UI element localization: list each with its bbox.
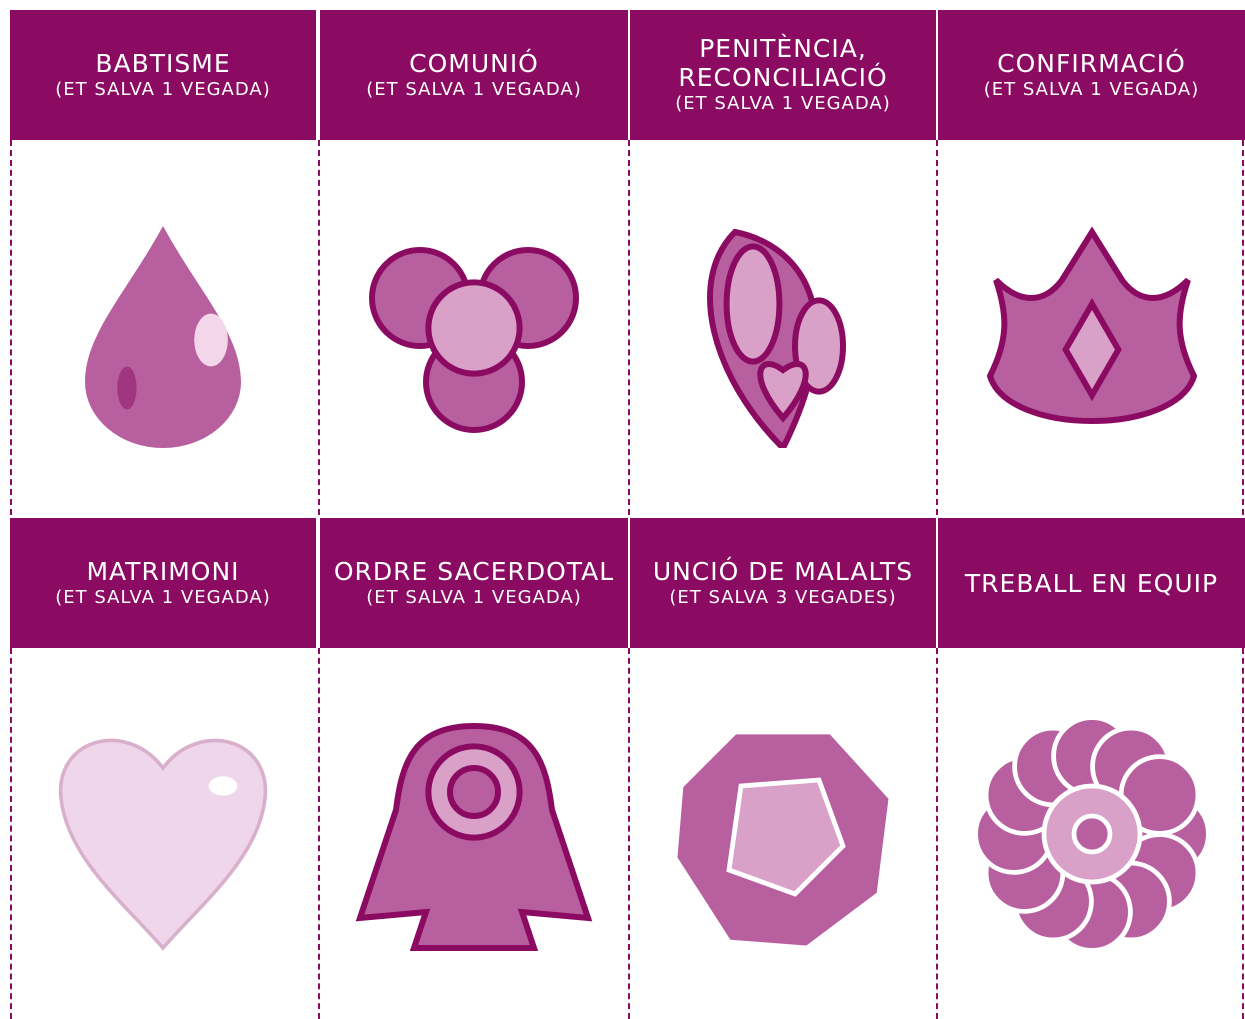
card-title: ORDRE SACERDOTAL (333, 556, 615, 586)
card-title: RECONCILIACIÓ (678, 63, 888, 92)
card-title: CONFIRMACIÓ (997, 48, 1186, 78)
dashed-divider (10, 140, 12, 515)
badge-graphic (59, 738, 267, 951)
card-title: PENITÈNCIA, (699, 34, 867, 63)
card-header: BABTISME (ET SALVA 1 VEGADA) (10, 10, 316, 140)
badge-graphic (707, 228, 846, 453)
card-title: TREBALL EN EQUIP (964, 568, 1219, 598)
card-subtitle: (ET SALVA 1 VEGADA) (366, 586, 582, 608)
badge-icon (354, 714, 594, 954)
badge-graphic (355, 722, 593, 951)
card-header: CONFIRMACIÓ (ET SALVA 1 VEGADA) (938, 10, 1245, 140)
badge-icon (43, 208, 283, 448)
dashed-divider (936, 648, 938, 1019)
badge-graphic (85, 225, 241, 448)
card-title: COMUNIÓ (409, 48, 539, 78)
badge-icon (43, 714, 283, 954)
card-header: MATRIMONI (ET SALVA 1 VEGADA) (10, 518, 316, 648)
badge-graphic (972, 714, 1211, 953)
badge-icon (972, 714, 1212, 954)
badge-icon (663, 208, 903, 453)
badge-icon (663, 714, 903, 954)
card-header: COMUNIÓ (ET SALVA 1 VEGADA) (320, 10, 628, 140)
card-subtitle: (ET SALVA 3 VEGADES) (669, 586, 897, 608)
dashed-divider (318, 648, 320, 1019)
card-title: MATRIMONI (86, 556, 240, 586)
card-header: TREBALL EN EQUIP (938, 518, 1245, 648)
dashed-divider (10, 648, 12, 1019)
dashed-divider (936, 140, 938, 515)
card-subtitle: (ET SALVA 1 VEGADA) (55, 586, 271, 608)
card-subtitle: (ET SALVA 1 VEGADA) (55, 78, 271, 100)
card-subtitle: (ET SALVA 1 VEGADA) (675, 93, 891, 114)
card-subtitle: (ET SALVA 1 VEGADA) (983, 78, 1200, 100)
card-header: PENITÈNCIA, RECONCILIACIÓ (ET SALVA 1 VEGA… (630, 10, 936, 140)
card-header: UNCIÓ DE MALALTS (ET SALVA 3 VEGADES) (630, 518, 936, 648)
dashed-divider (318, 140, 320, 515)
dashed-divider (628, 140, 630, 515)
badge-icon (972, 208, 1212, 448)
card-title: UNCIÓ DE MALALTS (652, 556, 914, 586)
card-subtitle: (ET SALVA 1 VEGADA) (366, 78, 582, 100)
badge-graphic (986, 225, 1197, 424)
badge-graphic (672, 729, 894, 950)
card-title: BABTISME (95, 48, 231, 78)
dashed-divider (1242, 648, 1244, 1019)
badge-icon (354, 208, 594, 448)
badge-graphic (369, 246, 579, 433)
dashed-divider (628, 648, 630, 1019)
dashed-divider (1242, 140, 1244, 515)
card-header: ORDRE SACERDOTAL (ET SALVA 1 VEGADA) (320, 518, 628, 648)
